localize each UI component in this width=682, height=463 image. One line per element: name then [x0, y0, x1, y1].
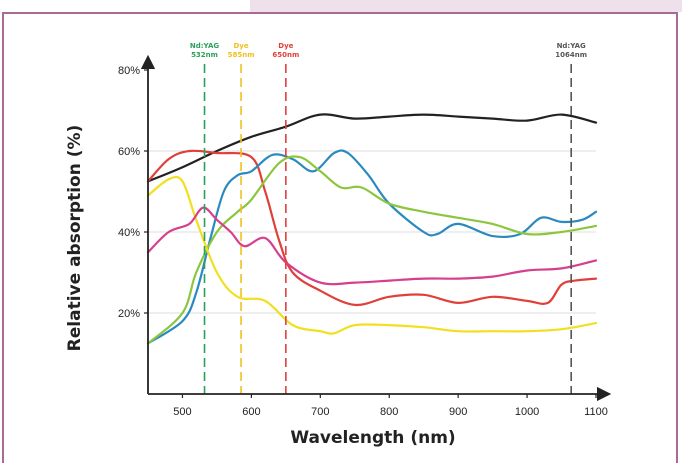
x-tick-label: 900 [449, 406, 467, 418]
y-axis-title: Relative absorption (%) [65, 125, 85, 352]
marker-label-line2: 650nm [272, 51, 299, 59]
marker-label-line2: 585nm [228, 51, 255, 59]
axes: 20% 40% 60% 80% 500 600 700 800 900 1000 1100 [118, 54, 612, 418]
series-line-5 [146, 206, 598, 286]
series-line-0 [146, 113, 598, 183]
marker-label-line2: 1064nm [555, 51, 587, 59]
y-tick-label: 60% [118, 146, 140, 158]
x-axis-title: Wavelength (nm) [290, 428, 455, 448]
chart-frame [2, 12, 678, 463]
marker-label-line1: Nd:YAG [557, 42, 586, 50]
gridlines [148, 150, 596, 314]
x-tick-label: 500 [173, 406, 191, 418]
x-tick-label: 600 [242, 406, 260, 418]
marker-label-line1: Dye [278, 42, 293, 50]
series-line-4 [146, 175, 598, 335]
y-tick-label: 80% [118, 65, 140, 77]
top-strip [250, 0, 682, 12]
y-tick-label: 40% [118, 227, 140, 239]
marker-label-line1: Dye [233, 42, 248, 50]
x-tick-label: 1100 [584, 406, 608, 418]
marker-label-line1: Nd:YAG [190, 42, 219, 50]
series-line-3 [146, 155, 598, 345]
series-line-2 [146, 149, 598, 345]
x-tick-label: 800 [380, 406, 398, 418]
y-tick-label: 20% [118, 308, 140, 320]
marker-label-line2: 532nm [191, 51, 218, 59]
x-tick-label: 1000 [515, 406, 539, 418]
series-line-1 [146, 149, 598, 307]
series-layer [146, 113, 598, 345]
x-tick-label: 700 [311, 406, 329, 418]
